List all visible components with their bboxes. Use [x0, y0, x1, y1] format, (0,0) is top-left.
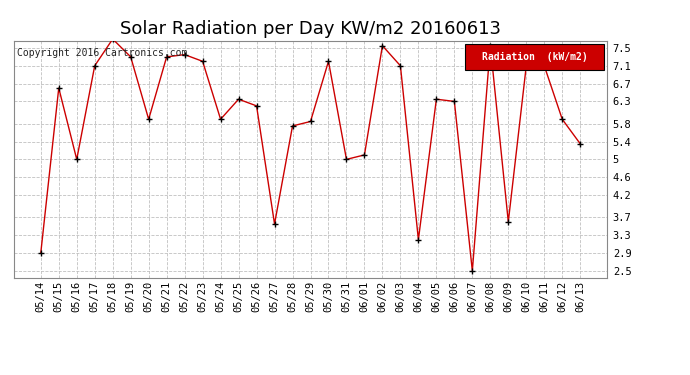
FancyBboxPatch shape	[465, 44, 604, 70]
Title: Solar Radiation per Day KW/m2 20160613: Solar Radiation per Day KW/m2 20160613	[120, 20, 501, 38]
Text: Copyright 2016 Cartronics.com: Copyright 2016 Cartronics.com	[17, 48, 187, 58]
Text: Radiation  (kW/m2): Radiation (kW/m2)	[482, 52, 587, 62]
